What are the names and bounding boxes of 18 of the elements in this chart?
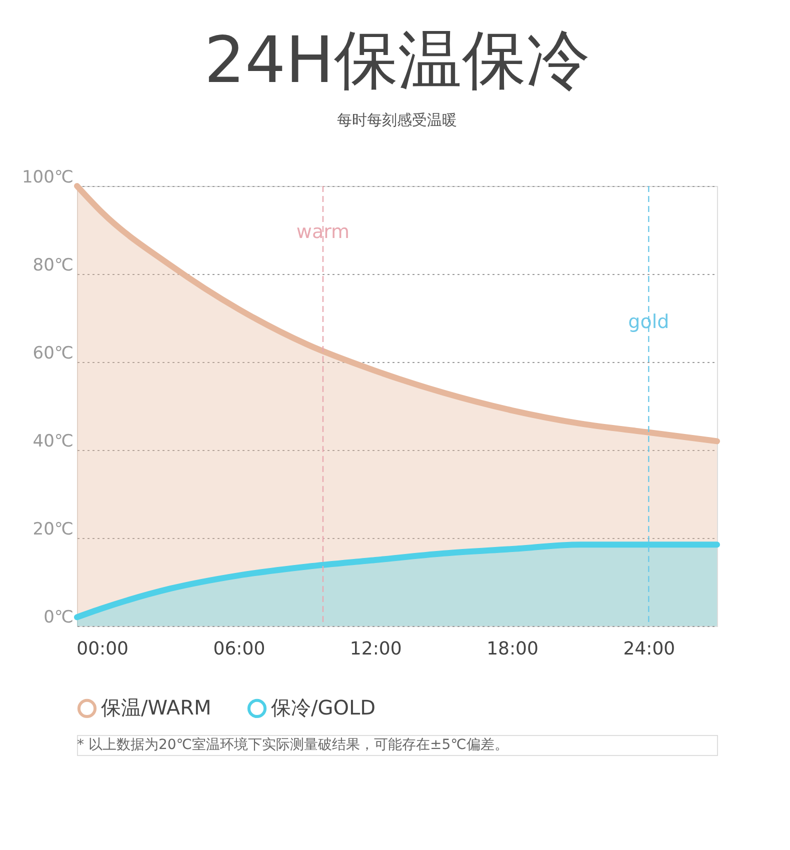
x-tick-label: 18:00 bbox=[486, 638, 538, 660]
x-tick-label: 12:00 bbox=[350, 638, 402, 660]
y-tick-label: 40℃ bbox=[32, 432, 74, 452]
legend-label: 保温/WARM bbox=[101, 695, 212, 720]
y-tick-label: 0℃ bbox=[44, 608, 74, 628]
y-tick-label: 20℃ bbox=[32, 520, 74, 540]
chart-subtitle: 每时每刻感受温暖 bbox=[337, 111, 457, 129]
y-tick-label: 60℃ bbox=[32, 344, 74, 364]
y-tick-label: 80℃ bbox=[32, 256, 74, 276]
ref-line-label: gold bbox=[628, 311, 670, 333]
ref-line-label: warm bbox=[296, 221, 350, 243]
y-tick-label: 100℃ bbox=[22, 168, 74, 188]
text: * 以上数据为20℃室温环境下实际测量破结果，可能存在±5℃偏差。 bbox=[77, 737, 508, 753]
x-tick-label: 24:00 bbox=[623, 638, 676, 660]
x-tick-label: 06:00 bbox=[213, 638, 266, 660]
chart-title: 24H保温保冷 bbox=[204, 24, 590, 98]
legend-label: 保冷/GOLD bbox=[271, 695, 376, 720]
x-tick-label: 00:00 bbox=[76, 638, 128, 660]
